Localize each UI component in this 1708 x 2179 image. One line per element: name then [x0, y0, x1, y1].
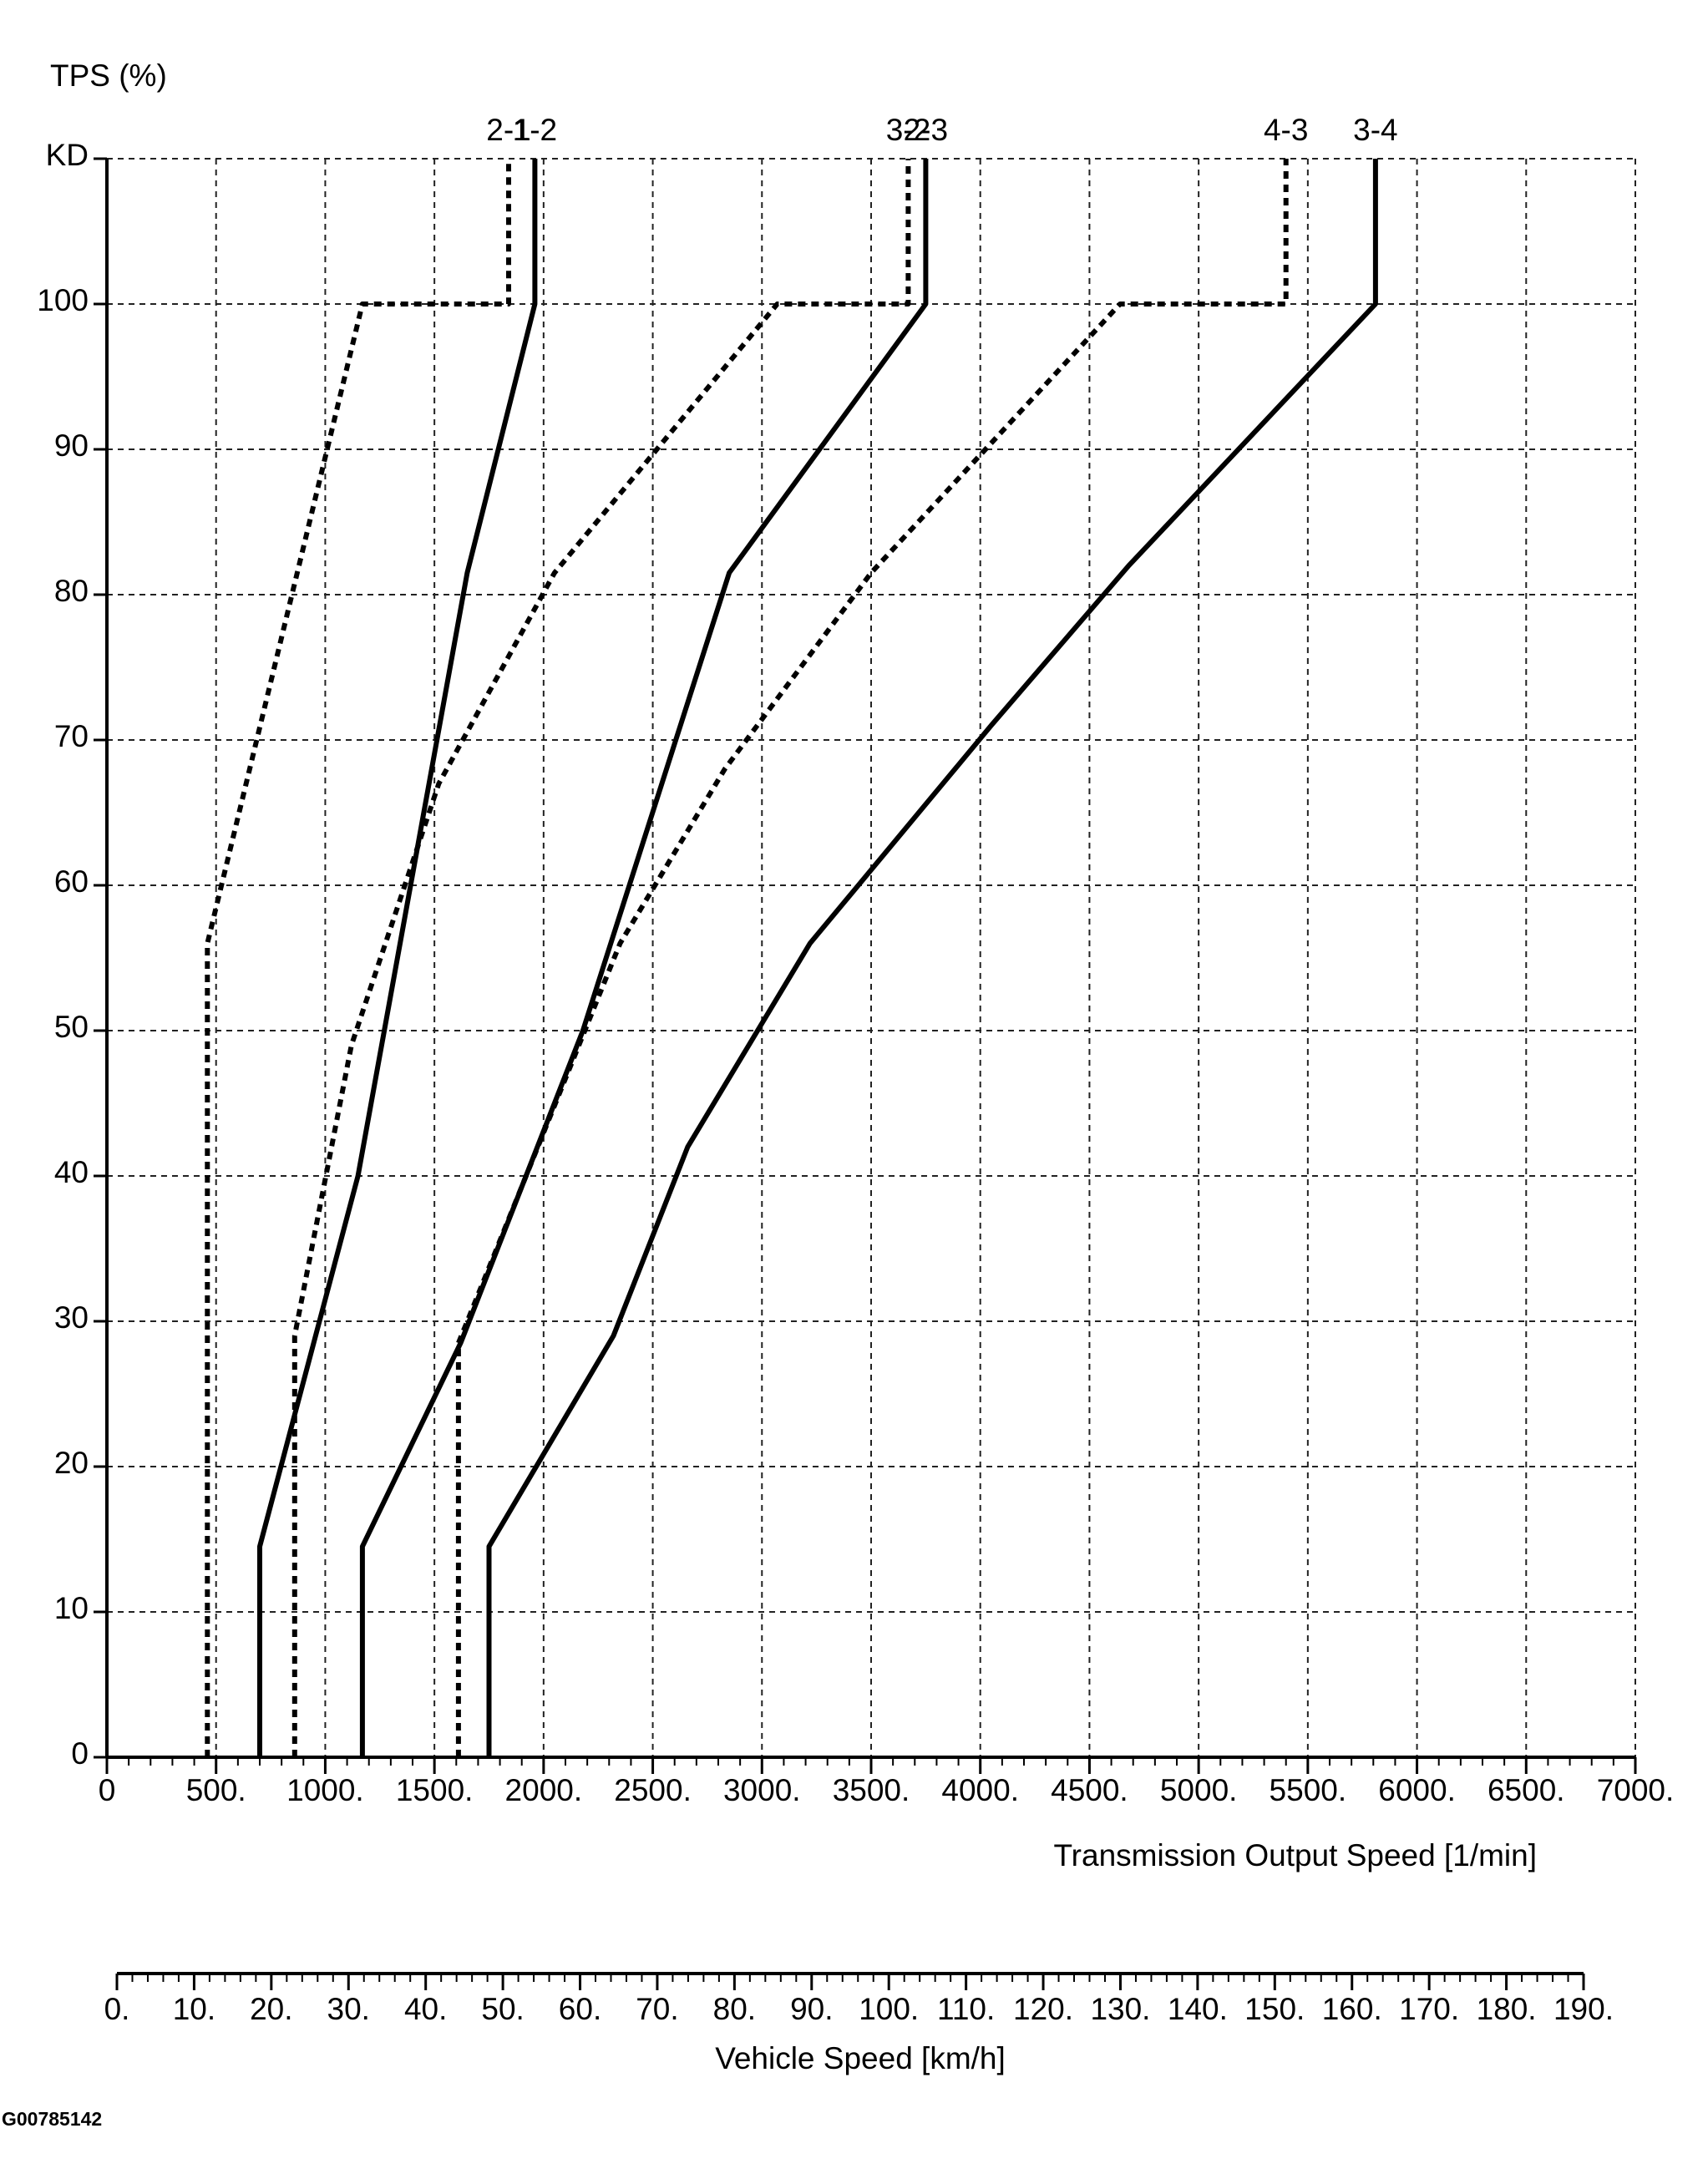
series-layer — [205, 159, 1378, 1757]
grid-layer — [107, 158, 1636, 1757]
x-tick-label: 5500. — [1270, 1773, 1347, 1807]
vehicle-speed-tick-label: 60. — [559, 1992, 601, 2026]
x-tick-label: 4000. — [941, 1773, 1019, 1807]
figure-id: G00785142 — [2, 2108, 102, 2130]
y-tick-label: 10 — [54, 1591, 89, 1625]
vehicle-speed-tick-label: 80. — [713, 1992, 756, 2026]
series-line-3-4 — [486, 159, 1378, 1757]
y-tick-label: 40 — [54, 1155, 89, 1189]
vehicle-speed-tick-label: 170. — [1399, 1992, 1459, 2026]
x-tick-label: 3500. — [833, 1773, 910, 1807]
series-label-2-1: 2-1 — [486, 113, 530, 147]
vehicle-speed-axis-title: Vehicle Speed [km/h] — [715, 2041, 1006, 2075]
vehicle-speed-tick-label: 120. — [1013, 1992, 1073, 2026]
series-label-2-3: 2-3 — [904, 113, 948, 147]
series-label-3-4: 3-4 — [1353, 113, 1397, 147]
x-tick-label: 6500. — [1488, 1773, 1565, 1807]
y-tick-label: 80 — [54, 574, 89, 608]
vehicle-speed-tick-label: 190. — [1553, 1992, 1614, 2026]
vehicle-speed-tick-label: 100. — [859, 1992, 919, 2026]
vehicle-speed-tick-label: 50. — [481, 1992, 524, 2026]
series-line-4-3 — [455, 159, 1289, 1757]
y-tick-label: 20 — [54, 1446, 89, 1480]
vehicle-speed-tick-label: 110. — [937, 1992, 995, 2026]
x-tick-label: 500. — [186, 1773, 246, 1807]
vehicle-speed-tick-label: 30. — [327, 1992, 370, 2026]
vehicle-speed-tick-label: 160. — [1322, 1992, 1382, 2026]
series-label-3-2: 3-2 — [886, 113, 930, 147]
x-axis-title: Transmission Output Speed [1/min] — [1053, 1838, 1537, 1872]
x-tick-label: 2000. — [505, 1773, 583, 1807]
vehicle-speed-tick-label: 140. — [1168, 1992, 1228, 2026]
vehicle-speed-tick-label: 90. — [790, 1992, 833, 2026]
series-label-1-2: 1-2 — [513, 113, 557, 147]
series-line-2-1 — [205, 159, 511, 1757]
x-tick-label: 1500. — [396, 1773, 474, 1807]
vehicle-speed-tick-label: 10. — [173, 1992, 215, 2026]
x-tick-label: 1000. — [286, 1773, 364, 1807]
y-tick-label: 100 — [37, 283, 89, 317]
y-tick-label: 60 — [54, 864, 89, 899]
vehicle-speed-tick-label: 70. — [636, 1992, 678, 2026]
vehicle-speed-tick-label: 40. — [404, 1992, 447, 2026]
series-label-4-3: 4-3 — [1264, 113, 1308, 147]
y-tick-label: 50 — [54, 1010, 89, 1044]
vehicle-speed-tick-label: 180. — [1477, 1992, 1537, 2026]
vehicle-speed-tick-label: 0. — [104, 1992, 130, 2026]
series-label-layer: 2-11-2 3-22-3 4-3 3-4 — [486, 113, 1397, 147]
x-tick-label: 7000. — [1597, 1773, 1675, 1807]
series-line-3-2 — [291, 159, 911, 1757]
y-tick-label: 90 — [54, 428, 89, 463]
x-tick-label: 0 — [99, 1773, 116, 1807]
vehicle-speed-tick-label: 150. — [1244, 1992, 1305, 2026]
y-tick-label: KD — [46, 138, 89, 172]
x-tick-label: 2500. — [614, 1773, 692, 1807]
vehicle-speed-tick-label: 130. — [1090, 1992, 1150, 2026]
x-tick-label: 5000. — [1160, 1773, 1238, 1807]
y-tick-label: 0 — [71, 1736, 89, 1771]
vehicle-speed-tick-label: 20. — [250, 1992, 292, 2026]
x-tick-label: 4500. — [1051, 1773, 1128, 1807]
vehicle-speed-axis: 0. 10. 20. 30. 40. 50. 60. 70. 80. 90. 100. 110. 120… — [104, 1972, 1614, 2026]
x-tick-label: 3000. — [723, 1773, 801, 1807]
y-tick-label: 70 — [54, 719, 89, 753]
x-tick-label: 6000. — [1378, 1773, 1456, 1807]
series-line-2-3 — [359, 159, 929, 1757]
y-axis-title: TPS (%) — [50, 58, 167, 93]
series-line-1-2 — [257, 159, 538, 1757]
y-tick-label: 30 — [54, 1300, 89, 1335]
axis-layer: 0 10 20 30 40 50 60 70 80 90 100 KD 0 500. 1000. 1500. 2… — [37, 138, 1674, 1807]
